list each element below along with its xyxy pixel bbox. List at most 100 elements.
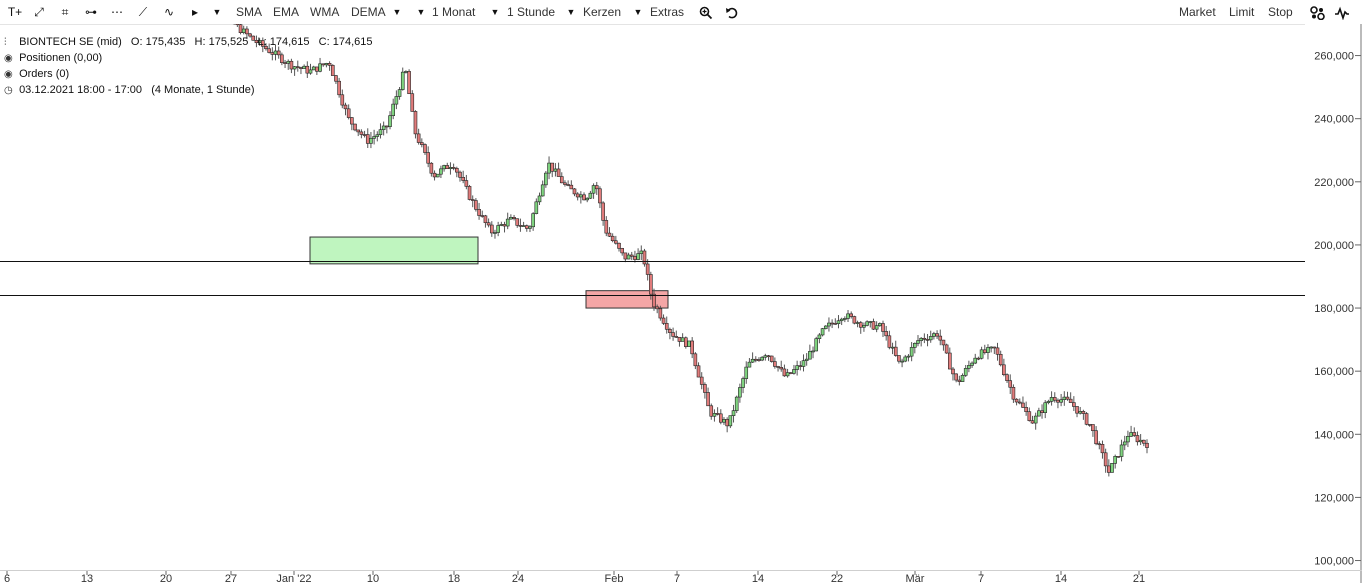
candle-up — [862, 325, 866, 328]
dotted-line-tool-icon[interactable]: ⋯ — [111, 5, 123, 19]
x-tick-label: 14 — [1055, 573, 1067, 583]
candle-up — [836, 320, 841, 324]
candle-down — [893, 346, 898, 356]
candle-down — [652, 293, 656, 308]
stop-order-button[interactable]: Stop — [1268, 5, 1293, 19]
curve-tool-icon[interactable]: ∿ — [163, 5, 175, 19]
candle-up — [553, 168, 558, 172]
candle-down — [1005, 374, 1009, 381]
candle-down — [623, 252, 628, 260]
chart-type-select[interactable]: Kerzen — [583, 5, 622, 19]
candle-down — [1021, 402, 1025, 408]
pulse-icon[interactable] — [1333, 0, 1351, 24]
candle-up — [537, 195, 542, 203]
candle-down — [365, 134, 370, 144]
candle-up — [734, 396, 739, 411]
candle-down — [1145, 442, 1149, 448]
candle-up — [919, 337, 923, 341]
wma-button[interactable]: WMA — [310, 5, 340, 19]
extras-menu[interactable]: Extras — [650, 5, 685, 19]
tools-dropdown-icon[interactable]: ▼ — [212, 7, 222, 17]
ema-button[interactable]: EMA — [273, 5, 300, 19]
candle-up — [241, 28, 246, 33]
candle-down — [1068, 398, 1073, 403]
interval-select[interactable]: 1 Stunde — [507, 5, 556, 19]
trend-tool-icon[interactable]: ⟋ — [138, 5, 148, 19]
candle-up — [496, 225, 500, 233]
candle-down — [353, 123, 357, 131]
candle-down — [334, 75, 338, 82]
candle-down — [703, 384, 707, 393]
candle-down — [607, 232, 612, 237]
candle-down — [1011, 386, 1016, 400]
timerange-row: ◷ 03.12.2021 18:00 - 17:00 (4 Monate, 1 … — [4, 82, 373, 98]
x-tick-label: 6 — [4, 573, 10, 583]
orders-row[interactable]: ◉ Orders (0) — [4, 66, 373, 82]
line-tool-icon[interactable]: ⤢ — [34, 5, 44, 19]
market-order-button[interactable]: Market — [1179, 5, 1216, 19]
candle-up — [1119, 444, 1124, 457]
candle-down — [773, 361, 777, 367]
price-chart[interactable]: 194,760183,990174,615 100,000120,000140,… — [0, 24, 1362, 583]
x-tick-label: 22 — [831, 573, 843, 583]
radio-icon: ◉ — [4, 53, 13, 64]
fibonacci-tool-icon[interactable]: ⌗ — [61, 5, 69, 19]
candle-down — [327, 63, 332, 66]
chart-toolbar: T+ ⤢ ⌗ ⊶ ⋯ ⟋ ∿ ▸ ▼ SMA EMA WMA DEMA ▼ ▼ … — [0, 0, 1362, 25]
candle-up — [804, 358, 809, 361]
positions-row[interactable]: ◉ Positionen (0,00) — [4, 50, 373, 66]
candle-up — [372, 136, 376, 139]
limit-order-button[interactable]: Limit — [1229, 5, 1255, 19]
period-select[interactable]: 1 Monat — [432, 5, 476, 19]
candle-up — [903, 356, 908, 362]
candle-up — [900, 360, 904, 363]
reset-icon[interactable] — [723, 0, 741, 24]
candle-up — [795, 365, 799, 370]
candle-up — [960, 375, 965, 382]
sma-button[interactable]: SMA — [236, 5, 263, 19]
settings-icon[interactable] — [1309, 0, 1327, 24]
candle-down — [871, 321, 876, 330]
extras-dropdown-icon[interactable]: ▼ — [633, 7, 643, 17]
period-dropdown-icon[interactable]: ▼ — [416, 7, 426, 17]
candle-up — [792, 369, 796, 374]
candle-up — [989, 346, 993, 349]
candle-up — [785, 372, 790, 377]
chart-info-panel: ⫶ BIONTECH SE (mid) O: 175,435 H: 175,52… — [4, 34, 373, 98]
text-tool-icon[interactable]: T+ — [7, 5, 23, 19]
candle-up — [639, 250, 644, 254]
candle-down — [601, 202, 605, 221]
candle-up — [868, 321, 873, 323]
candle-up — [760, 356, 764, 361]
candle-up — [913, 343, 917, 348]
candle-down — [515, 218, 520, 226]
candle-up — [493, 232, 497, 234]
candle-up — [712, 413, 717, 417]
indicators-dropdown-icon[interactable]: ▼ — [392, 7, 402, 17]
zoom-icon[interactable] — [697, 0, 715, 24]
candle-up — [823, 325, 828, 329]
dema-button[interactable]: DEMA — [351, 5, 386, 19]
candle-down — [502, 224, 507, 227]
candle-down — [267, 48, 271, 53]
chart-type-dropdown-icon[interactable]: ▼ — [566, 7, 576, 17]
candle-down — [684, 337, 688, 347]
x-tick-label: 14 — [752, 573, 764, 583]
candle-down — [359, 131, 364, 135]
y-tick-label: 100,000 — [1314, 556, 1354, 568]
candle-down — [1081, 411, 1086, 414]
interval-dropdown-icon[interactable]: ▼ — [490, 7, 500, 17]
candle-down — [655, 306, 659, 310]
candle-up — [588, 192, 593, 199]
candle-down — [445, 165, 450, 170]
candle-down — [235, 24, 240, 26]
candle-down — [881, 323, 885, 332]
candle-up — [388, 115, 392, 127]
candle-down — [524, 225, 529, 229]
candle-down — [706, 392, 710, 407]
horizontal-line-tool-icon[interactable]: ⊶ — [85, 5, 97, 19]
y-tick-label: 180,000 — [1314, 303, 1354, 315]
y-tick-label: 120,000 — [1314, 492, 1354, 504]
cursor-tool-icon[interactable]: ▸ — [191, 5, 199, 19]
candle-up — [1126, 436, 1130, 443]
